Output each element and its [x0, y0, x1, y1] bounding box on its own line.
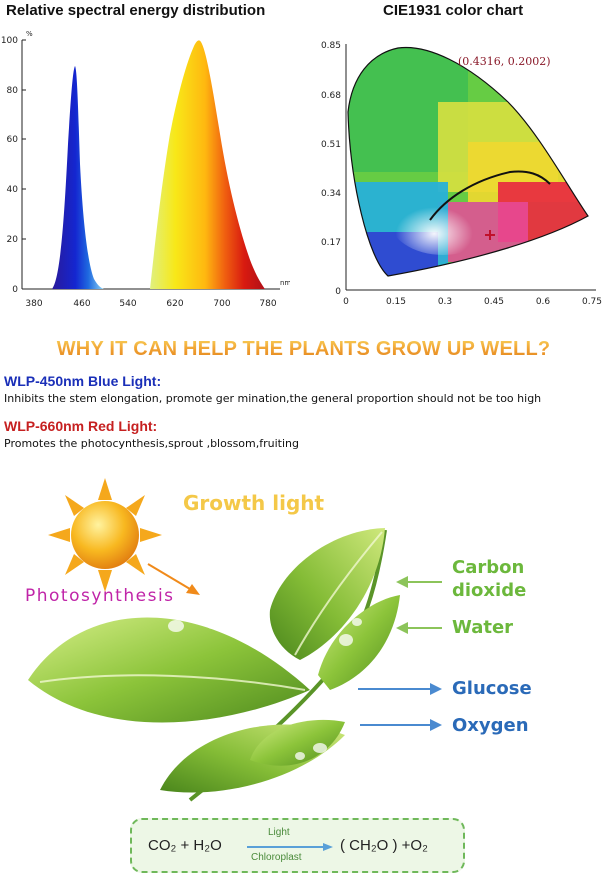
spectral-x-unit: nm	[280, 279, 290, 287]
water-arrow	[396, 622, 442, 634]
cie-x-tick: 0.15	[386, 297, 406, 307]
cie-x-tick: 0.45	[484, 297, 504, 307]
red-light-title: WLP-660nm Red Light:	[4, 418, 158, 434]
carbon-label-line2: dioxide	[452, 580, 527, 601]
spectral-x-tick: 620	[166, 299, 183, 309]
water-label: Water	[452, 617, 514, 638]
spectral-y-tick: 0	[12, 285, 18, 295]
spectral-x-tick: 380	[25, 299, 42, 309]
equation-condition-chloroplast: Chloroplast	[251, 852, 302, 863]
cie-y-ticks: 0.85 0.68 0.51 0.34 0.17 0	[321, 41, 341, 297]
oxygen-arrow	[360, 719, 442, 731]
cie-x-tick: 0.75	[582, 297, 602, 307]
color-point-marker	[485, 230, 495, 240]
spectral-x-tick: 700	[213, 299, 230, 309]
sunlight-arrow-head	[186, 584, 200, 595]
cie-chart-title: CIE1931 color chart	[383, 2, 524, 19]
glucose-arrow	[358, 683, 442, 695]
spectral-chart: 100 80 60 40 20 0 % 380 460 540 620 700 …	[1, 30, 290, 309]
cie-x-ticks: 0 0.15 0.3 0.45 0.6 0.75	[343, 297, 602, 307]
equation-arrow	[247, 843, 333, 851]
photosynthesis-label: Photosynthesis	[25, 586, 175, 606]
sunlight-arrow	[147, 563, 196, 593]
water-droplets	[168, 618, 362, 760]
carbon-label-line1: Carbon	[452, 557, 525, 578]
equation-condition-light: Light	[268, 827, 290, 838]
cie-coordinate-label: (0.4316, 0.2002)	[458, 55, 551, 68]
spectral-y-tick: 60	[7, 135, 19, 145]
middle-leaf	[318, 595, 400, 690]
cie-y-tick: 0	[335, 287, 341, 297]
planckian-locus	[429, 170, 551, 221]
red-spectrum-peak	[150, 40, 265, 289]
upper-leaf	[269, 528, 385, 660]
cie-y-tick: 0.17	[321, 238, 341, 248]
glucose-label: Glucose	[452, 678, 532, 699]
growth-light-label: Growth light	[183, 491, 325, 515]
headline: WHY IT CAN HELP THE PLANTS GROW UP WELL?	[0, 338, 607, 361]
spectral-y-tick: 40	[7, 185, 19, 195]
cie-y-tick: 0.34	[321, 189, 341, 199]
equation-box	[130, 818, 465, 873]
cie-x-tick: 0.6	[536, 297, 551, 307]
equation-products: ( CH₂O ) +O₂	[340, 837, 428, 854]
cie-x-tick: 0.3	[438, 297, 452, 307]
carbon-dioxide-arrow	[396, 576, 442, 588]
photosynthesis-illustration	[28, 478, 442, 802]
cie-y-tick: 0.68	[321, 91, 341, 101]
spectral-y-tick: 20	[7, 235, 19, 245]
bottom-leaf	[250, 719, 345, 766]
oxygen-label: Oxygen	[452, 715, 529, 736]
cie-x-tick: 0	[343, 297, 349, 307]
sun-icon	[48, 478, 162, 592]
spectral-x-ticks: 380 460 540 620 700 780 nm	[25, 279, 290, 309]
cie-boundary	[347, 46, 589, 277]
spectral-x-tick: 460	[73, 299, 90, 309]
large-leaf	[28, 617, 310, 723]
cie-y-tick: 0.51	[321, 140, 341, 150]
red-light-description: Promotes the photocynthesis,sprout ,blos…	[4, 437, 299, 450]
blue-light-title: WLP-450nm Blue Light:	[4, 373, 162, 389]
blue-spectrum-peak	[52, 66, 104, 289]
cie-chart: (0.4316, 0.2002) 0.85 0.68 0.51 0.34 0.1…	[321, 41, 602, 307]
spectral-x-tick: 540	[119, 299, 136, 309]
spectral-x-tick: 780	[259, 299, 276, 309]
spectral-y-unit: %	[26, 30, 33, 38]
spectral-y-tick: 80	[7, 86, 19, 96]
equation-reactants: CO₂ + H₂O	[148, 837, 222, 854]
cie-color-gamut	[348, 47, 588, 276]
blue-light-description: Inhibits the stem elongation, promote ge…	[4, 392, 542, 405]
spectral-y-ticks: 100 80 60 40 20 0 %	[1, 30, 33, 295]
cie-y-tick: 0.85	[321, 41, 341, 51]
spectral-y-tick: 100	[1, 36, 18, 46]
spectral-chart-title: Relative spectral energy distribution	[6, 2, 266, 19]
